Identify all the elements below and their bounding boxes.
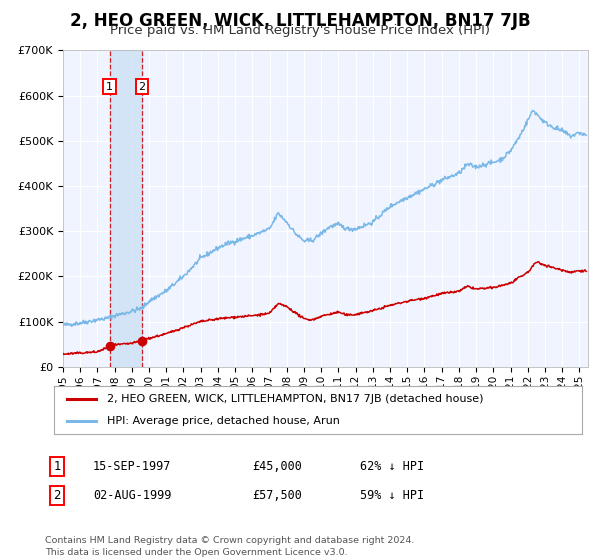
- Text: 1: 1: [106, 82, 113, 91]
- Text: 59% ↓ HPI: 59% ↓ HPI: [360, 489, 424, 502]
- Text: Contains HM Land Registry data © Crown copyright and database right 2024.
This d: Contains HM Land Registry data © Crown c…: [45, 536, 415, 557]
- Text: 1: 1: [53, 460, 61, 473]
- Text: 2, HEO GREEN, WICK, LITTLEHAMPTON, BN17 7JB: 2, HEO GREEN, WICK, LITTLEHAMPTON, BN17 …: [70, 12, 530, 30]
- Bar: [110, 50, 142, 367]
- Text: HPI: Average price, detached house, Arun: HPI: Average price, detached house, Arun: [107, 416, 340, 426]
- Text: 2: 2: [53, 489, 61, 502]
- Text: 2: 2: [139, 82, 145, 91]
- Text: 15-SEP-1997: 15-SEP-1997: [93, 460, 172, 473]
- Text: Price paid vs. HM Land Registry's House Price Index (HPI): Price paid vs. HM Land Registry's House …: [110, 24, 490, 37]
- Text: £45,000: £45,000: [252, 460, 302, 473]
- Text: 2, HEO GREEN, WICK, LITTLEHAMPTON, BN17 7JB (detached house): 2, HEO GREEN, WICK, LITTLEHAMPTON, BN17 …: [107, 394, 484, 404]
- Text: £57,500: £57,500: [252, 489, 302, 502]
- Text: 62% ↓ HPI: 62% ↓ HPI: [360, 460, 424, 473]
- Text: 02-AUG-1999: 02-AUG-1999: [93, 489, 172, 502]
